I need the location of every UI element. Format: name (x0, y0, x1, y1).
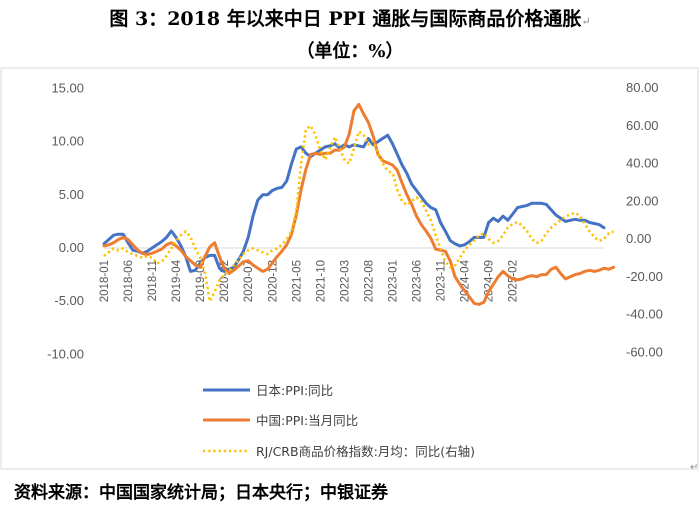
chart-title-text: 图 3：2018 年以来中日 PPI 通胀与国际商品价格通胀 (109, 8, 582, 30)
left-y-tick-label: 10.00 (51, 134, 84, 149)
x-tick-label: 2019-09 (195, 260, 207, 302)
x-tick-label: 2025-02 (508, 260, 520, 302)
x-tick-label: 2024-04 (460, 259, 472, 302)
x-tick-label: 2019-04 (171, 259, 183, 302)
x-tick-label: 2020-07 (243, 260, 255, 302)
x-tick-label: 2022-08 (363, 260, 375, 302)
x-tick-label: 2023-06 (412, 260, 424, 302)
legend-item-crb-label: RJ/CRB商品价格指数:月均：同比(右轴) (256, 444, 475, 459)
right-y-tick-label: 40.00 (626, 156, 659, 171)
legend-item-japan-label: 日本:PPI:同比 (256, 383, 333, 398)
legend-item-china-label: 中国:PPI:当月同比 (256, 413, 358, 428)
chart-subtitle-text: （单位：%） (296, 41, 404, 62)
right-y-tick-label: -40.00 (626, 307, 663, 322)
x-tick-label: 2021-05 (291, 260, 303, 302)
x-tick-label: 2020-02 (219, 260, 231, 302)
x-tick-label: 2021-10 (315, 260, 327, 302)
left-y-tick-label: 15.00 (51, 80, 84, 95)
chart-subtitle: （单位：%） (0, 37, 700, 63)
x-tick-label: 2024-09 (484, 260, 496, 302)
left-y-tick-label: 5.00 (59, 187, 84, 202)
x-tick-label: 2018-01 (99, 260, 111, 302)
right-y-tick-label: 80.00 (626, 80, 659, 95)
crb-index-line (103, 124, 615, 303)
series-layer (102, 102, 616, 306)
left-y-tick-label: -10.00 (47, 346, 84, 361)
x-tick-label: 2022-03 (339, 260, 351, 302)
china-ppi-line (102, 102, 616, 306)
paragraph-mark-icon: ↵ (581, 15, 591, 28)
line-chart: 15.00 10.00 5.00 0.00 -5.00 -10.00 80.00 60.00 4… (0, 67, 699, 470)
right-y-tick-label: 0.00 (626, 231, 651, 246)
axes-layer: 15.00 10.00 5.00 0.00 -5.00 -10.00 80.00 60.00 4… (47, 80, 663, 361)
left-y-tick-label: -5.00 (54, 293, 84, 308)
right-y-tick-label: -20.00 (626, 269, 663, 284)
source-text: 资料来源：中国国家统计局；日本央行；中银证券 (14, 483, 388, 503)
paragraph-mark-icon: ↵ (690, 462, 699, 473)
x-tick-label: 2018-11 (147, 260, 159, 301)
source-note: 资料来源：中国国家统计局；日本央行；中银证券 (14, 478, 388, 503)
x-tick-label: 2020-12 (267, 260, 279, 302)
x-tick-label: 2018-06 (123, 260, 135, 302)
x-tick-label: 2023-01 (387, 260, 399, 302)
x-tick-label: 2023-11 (436, 260, 448, 301)
left-y-tick-label: 0.00 (59, 240, 84, 255)
right-y-tick-label: 60.00 (626, 118, 659, 133)
chart-title: 图 3：2018 年以来中日 PPI 通胀与国际商品价格通胀↵ (0, 4, 700, 31)
right-y-tick-label: -60.00 (626, 344, 663, 359)
right-y-tick-label: 20.00 (626, 193, 659, 208)
